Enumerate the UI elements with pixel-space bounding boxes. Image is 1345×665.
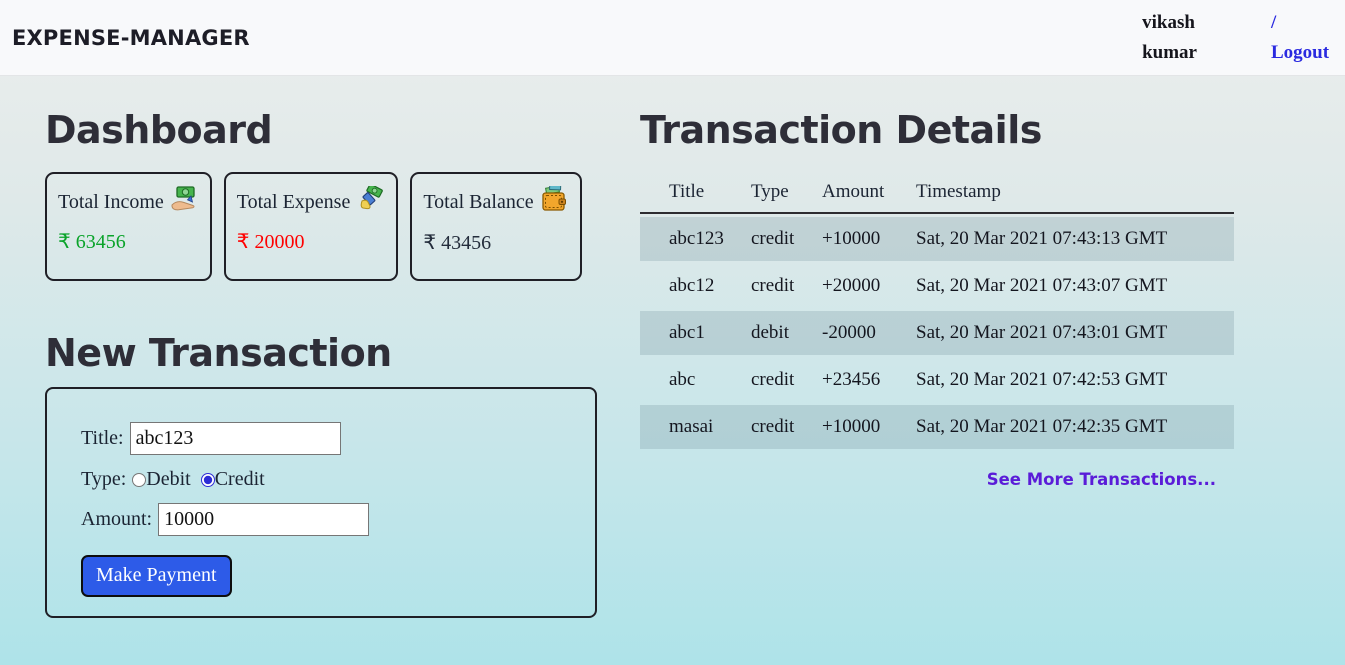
transaction-title: abc12	[669, 275, 715, 296]
total-expense-card: Total Expense ₹ 20000	[223, 172, 399, 281]
column-header-amount: Amount	[822, 175, 916, 214]
transaction-row: abc123 credit +10000 Sat, 20 Mar 2021 07:43…	[640, 217, 1234, 261]
transaction-type: credit	[751, 275, 795, 296]
transaction-amount: -20000	[822, 322, 876, 343]
total-balance-value: ₹ 43456	[423, 232, 492, 254]
transaction-row: abc1 debit -20000 Sat, 20 Mar 2021 07:43:01…	[640, 311, 1234, 355]
column-header-type: Type	[751, 175, 822, 214]
credit-radio-label[interactable]: Credit	[214, 468, 265, 490]
wallet-icon	[540, 183, 568, 219]
user-name-first: vikash	[1142, 11, 1195, 33]
transaction-amount: +10000	[822, 228, 881, 249]
transaction-timestamp: Sat, 20 Mar 2021 07:43:07 GMT	[916, 275, 1168, 296]
main-content: Dashboard Total Income ₹ 63456	[0, 76, 1345, 618]
transaction-amount: +23456	[822, 369, 881, 390]
transactions-column: Transaction Details Title Type Amount Ti…	[640, 76, 1234, 618]
total-expense-label: Total Expense	[236, 190, 351, 213]
amount-label: Amount:	[81, 508, 153, 530]
transaction-row: masai credit +10000 Sat, 20 Mar 2021 07:42:…	[640, 405, 1234, 449]
see-more-wrap: See More Transactions...	[640, 470, 1234, 490]
title-input[interactable]	[129, 422, 341, 455]
column-header-timestamp: Timestamp	[916, 175, 1234, 214]
transaction-timestamp: Sat, 20 Mar 2021 07:43:13 GMT	[916, 228, 1168, 249]
expense-hand-money-icon	[356, 183, 384, 218]
amount-row: Amount:	[81, 503, 595, 536]
make-payment-button[interactable]: Make Payment	[81, 555, 232, 597]
transactions-header-row: Title Type Amount Timestamp	[640, 175, 1234, 214]
type-label: Type:	[81, 468, 127, 490]
summary-cards: Total Income ₹ 63456 Total Expense	[45, 172, 597, 281]
dashboard-heading: Dashboard	[45, 108, 273, 152]
transaction-timestamp: Sat, 20 Mar 2021 07:43:01 GMT	[916, 322, 1168, 343]
transaction-title: abc1	[669, 322, 705, 343]
type-radio-group: Debit Credit	[132, 468, 274, 491]
total-expense-value: ₹ 20000	[236, 231, 305, 253]
transaction-type: credit	[751, 369, 795, 390]
type-row: Type: Debit Credit	[81, 468, 595, 491]
total-income-label: Total Income	[58, 190, 164, 213]
nav-separator: /	[1271, 11, 1277, 33]
transaction-title: masai	[669, 416, 714, 437]
transaction-type: credit	[751, 228, 795, 249]
user-name: vikash kumar	[1142, 8, 1197, 68]
transaction-row: abc credit +23456 Sat, 20 Mar 2021 07:42:53…	[640, 358, 1234, 402]
transaction-timestamp: Sat, 20 Mar 2021 07:42:35 GMT	[916, 416, 1168, 437]
transaction-title: abc	[669, 369, 696, 390]
total-income-value: ₹ 63456	[58, 231, 126, 253]
see-more-transactions-link[interactable]: See More Transactions...	[986, 470, 1216, 489]
transaction-type: credit	[751, 416, 795, 437]
new-transaction-heading: New Transaction	[45, 331, 392, 375]
dashboard-column: Dashboard Total Income ₹ 63456	[45, 76, 597, 618]
transactions-table-body: abc123 credit +10000 Sat, 20 Mar 2021 07:43…	[640, 217, 1234, 449]
transaction-amount: +20000	[822, 275, 881, 296]
transaction-amount: +10000	[822, 416, 881, 437]
type-radio[interactable]	[132, 472, 147, 487]
user-name-last: kumar	[1142, 41, 1197, 63]
total-balance-card: Total Balance	[410, 172, 582, 281]
total-balance-label: Total Balance	[423, 191, 534, 213]
transactions-table-head: Title Type Amount Timestamp	[640, 175, 1234, 214]
total-balance-label-row: Total Balance	[423, 183, 568, 219]
transaction-title: abc123	[669, 228, 724, 249]
transaction-row: abc12 credit +20000 Sat, 20 Mar 2021 07:43:…	[640, 264, 1234, 308]
debit-radio-label[interactable]: Debit	[146, 468, 191, 490]
new-transaction-form: Title: Type: Debit Credit Amount: Make P…	[45, 387, 597, 618]
column-header-title: Title	[640, 175, 751, 214]
logout-link[interactable]: Logout	[1271, 41, 1330, 63]
amount-input[interactable]	[158, 503, 370, 536]
transactions-table: Title Type Amount Timestamp abc123 credit…	[640, 172, 1234, 452]
type-radio[interactable]	[200, 472, 215, 487]
transaction-timestamp: Sat, 20 Mar 2021 07:42:53 GMT	[916, 369, 1168, 390]
app-title: EXPENSE-MANAGER	[12, 25, 250, 50]
title-row: Title:	[81, 422, 595, 455]
logout-block: / Logout	[1271, 8, 1333, 68]
header-right: vikash kumar / Logout	[1142, 8, 1333, 68]
total-income-card: Total Income ₹ 63456	[45, 172, 212, 281]
total-income-label-row: Total Income	[58, 186, 198, 218]
transaction-type: debit	[751, 322, 789, 343]
app-header: EXPENSE-MANAGER vikash kumar / Logout	[0, 0, 1345, 76]
income-hand-money-icon	[170, 186, 198, 218]
transaction-details-heading: Transaction Details	[640, 108, 1042, 152]
title-label: Title:	[81, 427, 124, 449]
total-expense-label-row: Total Expense	[236, 183, 385, 218]
